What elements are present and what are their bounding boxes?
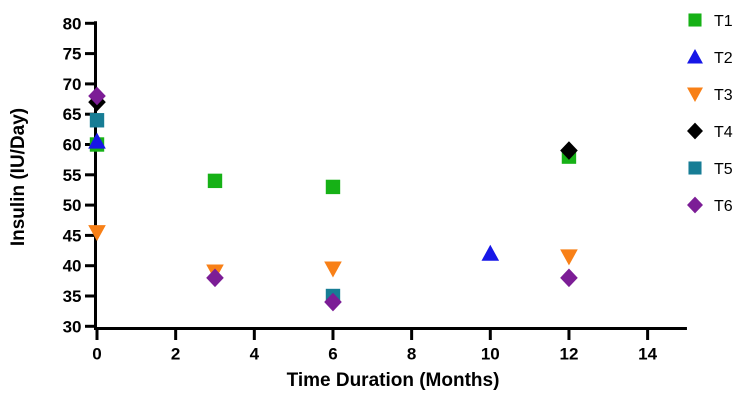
x-tick-label: 0 bbox=[92, 345, 101, 364]
x-tick-label: 8 bbox=[407, 345, 416, 364]
data-point-t6 bbox=[560, 268, 578, 288]
y-tick-label: 70 bbox=[63, 75, 82, 94]
y-tick-label: 65 bbox=[63, 105, 82, 124]
data-point-t3 bbox=[324, 261, 342, 278]
legend-label-t5: T5 bbox=[714, 161, 733, 178]
y-axis-title: Insulin (IU/Day) bbox=[8, 107, 29, 247]
legend-marker-t3 bbox=[687, 87, 703, 102]
y-tick-label: 50 bbox=[63, 196, 82, 215]
y-tick-label: 60 bbox=[63, 136, 82, 155]
x-tick-label: 10 bbox=[481, 345, 500, 364]
y-tick-label: 75 bbox=[63, 45, 82, 64]
data-point-t6 bbox=[88, 86, 106, 106]
legend-label-t6: T6 bbox=[714, 198, 733, 215]
x-tick-label: 2 bbox=[171, 345, 180, 364]
y-tick-label: 80 bbox=[63, 14, 82, 33]
y-tick-label: 55 bbox=[63, 166, 82, 185]
data-point-t1 bbox=[207, 173, 223, 189]
legend-marker-t6 bbox=[687, 196, 703, 214]
data-point-t3 bbox=[560, 249, 578, 266]
data-point-t5 bbox=[89, 113, 105, 128]
legend-label-t1: T1 bbox=[714, 13, 733, 30]
x-axis-title: Time Duration (Months) bbox=[286, 370, 500, 391]
legend-marker-t2 bbox=[687, 49, 703, 64]
data-point-t1 bbox=[325, 179, 341, 195]
legend-label-t4: T4 bbox=[714, 124, 733, 141]
legend-label-t2: T2 bbox=[714, 50, 733, 67]
y-tick-label: 35 bbox=[63, 287, 82, 306]
data-point-t2 bbox=[88, 132, 106, 149]
data-point-t4 bbox=[560, 141, 578, 160]
x-tick-label: 4 bbox=[250, 345, 260, 364]
legend-marker-t5 bbox=[688, 161, 702, 175]
y-tick-label: 30 bbox=[63, 317, 82, 336]
x-tick-label: 6 bbox=[328, 345, 337, 364]
y-tick-label: 40 bbox=[63, 257, 82, 276]
data-point-t2 bbox=[481, 244, 500, 261]
x-tick-label: 12 bbox=[559, 345, 578, 364]
legend-marker-t4 bbox=[687, 122, 703, 140]
data-point-t6 bbox=[206, 268, 224, 288]
legend-marker-t1 bbox=[688, 13, 702, 27]
legend-label-t3: T3 bbox=[714, 87, 733, 104]
data-point-t3 bbox=[88, 225, 106, 242]
data-point-t6 bbox=[324, 292, 342, 312]
x-tick-label: 14 bbox=[638, 345, 657, 364]
y-tick-label: 45 bbox=[63, 226, 82, 245]
